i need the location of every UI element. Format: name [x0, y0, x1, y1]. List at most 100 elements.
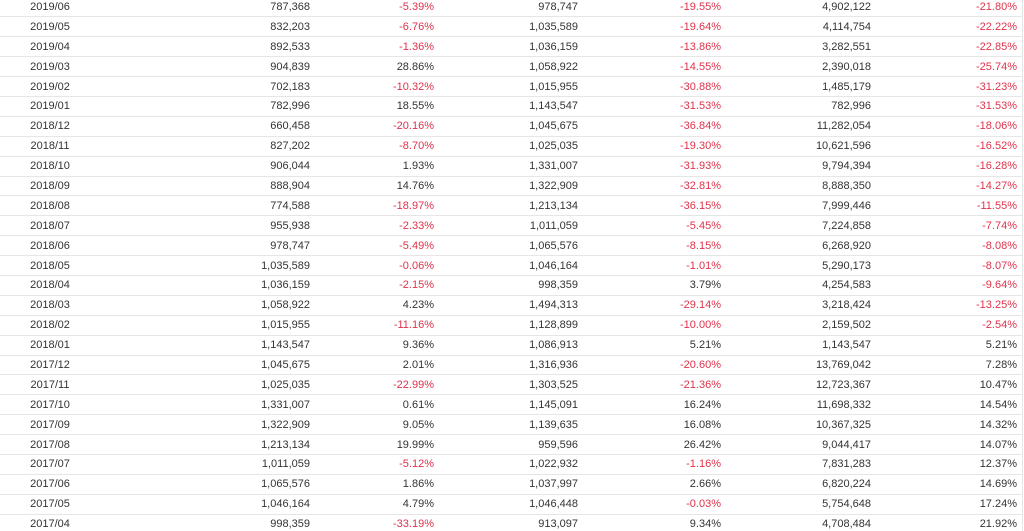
table-row: 2017/05 1,046,164 4.79% 1,046,448 -0.03% 5,75… [0, 494, 1022, 515]
table-row: 2017/12 1,045,675 2.01% 1,316,936 -20.60% 13,… [0, 355, 1022, 376]
change-cell-2: -20.60% [583, 355, 726, 376]
change-cell-2: -19.64% [583, 16, 726, 38]
change-cell-3: -22.85% [876, 36, 1022, 58]
change-cell-2: 16.24% [583, 394, 726, 416]
change-cell-3: -14.27% [876, 176, 1022, 197]
value-cell-3: 7,224,858 [726, 215, 876, 237]
change-cell-2: -1.16% [583, 454, 726, 475]
month-cell: 2019/06 [0, 0, 100, 18]
value-cell-1: 1,065,576 [100, 474, 315, 495]
value-cell-1: 888,904 [100, 176, 315, 197]
value-cell-3: 4,902,122 [726, 0, 876, 18]
value-cell-2: 1,036,159 [439, 36, 583, 58]
change-cell-2: -10.00% [583, 315, 726, 336]
table-row: 2017/10 1,331,007 0.61% 1,145,091 16.24% 11,6… [0, 394, 1022, 416]
change-cell-2: 2.66% [583, 474, 726, 495]
value-cell-1: 1,015,955 [100, 315, 315, 336]
value-cell-1: 1,035,589 [100, 255, 315, 276]
value-cell-2: 1,128,899 [439, 315, 583, 336]
value-cell-2: 1,143,547 [439, 96, 583, 117]
change-cell-2: -14.55% [583, 56, 726, 78]
change-cell-3: -31.23% [876, 76, 1022, 97]
month-cell: 2018/12 [0, 116, 100, 137]
change-cell-1: -22.99% [315, 374, 439, 396]
value-cell-3: 9,794,394 [726, 156, 876, 177]
change-cell-1: -33.19% [315, 514, 439, 531]
month-cell: 2018/04 [0, 275, 100, 296]
change-cell-3: -18.06% [876, 116, 1022, 137]
change-cell-2: 5.21% [583, 335, 726, 356]
change-cell-3: 12.37% [876, 454, 1022, 475]
value-cell-3: 4,254,583 [726, 275, 876, 296]
value-cell-3: 7,831,283 [726, 454, 876, 475]
value-cell-3: 6,268,920 [726, 235, 876, 257]
change-cell-3: 14.54% [876, 394, 1022, 416]
month-cell: 2019/01 [0, 96, 100, 117]
month-cell: 2018/02 [0, 315, 100, 336]
table-row: 2018/09 888,904 14.76% 1,322,909 -32.81% 8,88… [0, 176, 1022, 197]
value-cell-2: 1,331,007 [439, 156, 583, 177]
value-cell-2: 1,058,922 [439, 56, 583, 78]
value-cell-2: 1,046,164 [439, 255, 583, 276]
value-cell-1: 827,202 [100, 136, 315, 157]
change-cell-2: -31.53% [583, 96, 726, 117]
change-cell-1: 9.36% [315, 335, 439, 356]
change-cell-1: 4.23% [315, 295, 439, 316]
value-cell-3: 13,769,042 [726, 355, 876, 376]
table-row: 2019/02 702,183 -10.32% 1,015,955 -30.88% 1,4… [0, 76, 1022, 97]
value-cell-3: 2,159,502 [726, 315, 876, 336]
month-cell: 2017/11 [0, 374, 100, 396]
change-cell-1: -20.16% [315, 116, 439, 137]
value-cell-3: 7,999,446 [726, 195, 876, 217]
value-cell-2: 1,065,576 [439, 235, 583, 257]
value-cell-3: 11,698,332 [726, 394, 876, 416]
month-cell: 2018/08 [0, 195, 100, 217]
change-cell-2: -8.15% [583, 235, 726, 257]
change-cell-3: -22.22% [876, 16, 1022, 38]
change-cell-2: 26.42% [583, 434, 726, 455]
table-row: 2018/05 1,035,589 -0.06% 1,046,164 -1.01% 5,2… [0, 255, 1022, 276]
table-row: 2018/03 1,058,922 4.23% 1,494,313 -29.14% 3,2… [0, 295, 1022, 316]
change-cell-3: -7.74% [876, 215, 1022, 237]
month-cell: 2018/07 [0, 215, 100, 237]
value-cell-3: 12,723,367 [726, 374, 876, 396]
change-cell-2: -29.14% [583, 295, 726, 316]
change-cell-1: -5.49% [315, 235, 439, 257]
value-cell-2: 1,011,059 [439, 215, 583, 237]
change-cell-1: 1.86% [315, 474, 439, 495]
value-cell-3: 8,888,350 [726, 176, 876, 197]
change-cell-2: -19.30% [583, 136, 726, 157]
value-cell-2: 1,322,909 [439, 176, 583, 197]
month-cell: 2018/05 [0, 255, 100, 276]
month-cell: 2018/09 [0, 176, 100, 197]
month-cell: 2018/10 [0, 156, 100, 177]
change-cell-2: -5.45% [583, 215, 726, 237]
change-cell-3: 14.69% [876, 474, 1022, 495]
table-row: 2017/04 998,359 -33.19% 913,097 9.34% 4,708,4… [0, 514, 1022, 531]
table-row: 2018/12 660,458 -20.16% 1,045,675 -36.84% 11,… [0, 116, 1022, 137]
month-cell: 2017/07 [0, 454, 100, 475]
value-cell-1: 1,036,159 [100, 275, 315, 296]
month-cell: 2017/09 [0, 414, 100, 436]
value-cell-1: 832,203 [100, 16, 315, 38]
change-cell-1: -5.12% [315, 454, 439, 475]
value-cell-1: 782,996 [100, 96, 315, 117]
change-cell-3: -16.28% [876, 156, 1022, 177]
change-cell-1: -2.15% [315, 275, 439, 296]
change-cell-1: 14.76% [315, 176, 439, 197]
change-cell-3: -16.52% [876, 136, 1022, 157]
table-row: 2017/08 1,213,134 19.99% 959,596 26.42% 9,044… [0, 434, 1022, 455]
value-cell-2: 1,139,635 [439, 414, 583, 436]
value-cell-3: 11,282,054 [726, 116, 876, 137]
value-cell-3: 1,485,179 [726, 76, 876, 97]
table-row: 2017/11 1,025,035 -22.99% 1,303,525 -21.36% 1… [0, 374, 1022, 396]
month-cell: 2017/10 [0, 394, 100, 416]
value-cell-3: 3,218,424 [726, 295, 876, 316]
value-cell-3: 1,143,547 [726, 335, 876, 356]
change-cell-1: -1.36% [315, 36, 439, 58]
change-cell-2: 16.08% [583, 414, 726, 436]
change-cell-3: -9.64% [876, 275, 1022, 296]
change-cell-2: -36.15% [583, 195, 726, 217]
month-cell: 2018/01 [0, 335, 100, 356]
